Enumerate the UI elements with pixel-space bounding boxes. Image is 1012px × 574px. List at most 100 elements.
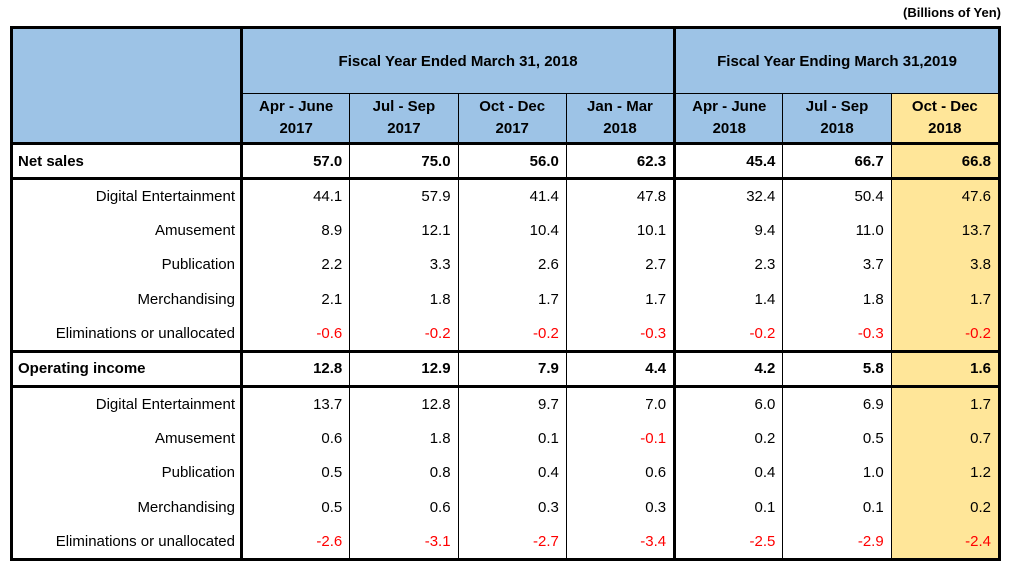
quarter-label: Jul - Sep — [372, 98, 436, 115]
row-label: Amusement — [11, 213, 243, 248]
value-cell: 10.1 — [565, 213, 675, 248]
value-cell: 0.1 — [457, 421, 567, 456]
value-cell: 1.7 — [890, 386, 1000, 422]
value-cell: 13.7 — [240, 386, 350, 422]
value-cell: -0.3 — [782, 316, 892, 352]
row-label: Digital Entertainment — [11, 178, 243, 214]
value-cell: 9.4 — [673, 213, 783, 248]
table-row: Eliminations or unallocated -0.6 -0.2 -0.2-… — [11, 316, 1000, 352]
value-cell: 0.1 — [673, 490, 783, 525]
value-cell: 0.5 — [240, 490, 350, 525]
value-cell: 2.1 — [240, 282, 350, 317]
value-cell: 0.3 — [457, 490, 567, 525]
row-label: Publication — [11, 455, 243, 491]
value-cell: 1.6 — [890, 349, 1000, 388]
corner-cell — [11, 27, 243, 145]
value-cell: 3.7 — [782, 247, 892, 283]
row-label: Eliminations or unallocated — [11, 524, 243, 560]
table-header: Fiscal Year Ended March 31, 2018 Fiscal Y… — [11, 27, 1000, 145]
value-cell: -2.9 — [782, 524, 892, 560]
row-label: Eliminations or unallocated — [11, 316, 243, 352]
table-row: Merchandising 0.5 0.6 0.3 0.3 0.1 0.1 0.2 — [11, 490, 1000, 525]
fiscal-group-row: Fiscal Year Ended March 31, 2018 Fiscal Y… — [11, 27, 1000, 145]
quarter-header: Jan - Mar 2018 — [565, 93, 675, 145]
value-cell: 0.6 — [565, 455, 675, 491]
value-cell: -2.4 — [890, 524, 1000, 560]
value-cell: -0.6 — [240, 316, 350, 352]
quarter-header: Apr - June 2018 — [673, 93, 783, 145]
table-row: Amusement 0.6 1.8 0.1 -0.1 0.2 0.5 0.7 — [11, 421, 1000, 456]
quarter-year: 2017 — [279, 120, 313, 137]
value-cell: 12.1 — [349, 213, 459, 248]
quarter-header: Oct - Dec 2018 — [890, 93, 1000, 145]
value-cell: -3.4 — [565, 524, 675, 560]
value-cell: 3.3 — [349, 247, 459, 283]
value-cell: 0.5 — [240, 455, 350, 491]
value-cell: 9.7 — [457, 386, 567, 422]
value-cell: 12.8 — [349, 386, 459, 422]
value-cell: -0.2 — [673, 316, 783, 352]
value-cell: 62.3 — [565, 142, 675, 180]
quarter-header: Jul - Sep 2018 — [782, 93, 892, 145]
value-cell: 1.7 — [565, 282, 675, 317]
value-cell: -2.6 — [240, 524, 350, 560]
quarter-label: Oct - Dec — [911, 98, 978, 115]
row-label: Merchandising — [11, 282, 243, 317]
value-cell: 4.2 — [673, 349, 783, 388]
value-cell: 0.5 — [782, 421, 892, 456]
value-cell: -3.1 — [349, 524, 459, 560]
value-cell: 57.9 — [349, 178, 459, 214]
table-body: Net sales 57.0 75.0 56.0 62.3 45.4 66.7 66.8 Dig… — [11, 142, 1000, 560]
quarter-year: 2018 — [928, 120, 962, 137]
value-cell: 50.4 — [782, 178, 892, 214]
value-cell: 12.9 — [349, 349, 459, 388]
value-cell: 1.8 — [349, 282, 459, 317]
value-cell: 0.8 — [349, 455, 459, 491]
quarter-label: Jul - Sep — [805, 98, 869, 115]
quarter-label: Oct - Dec — [479, 98, 546, 115]
value-cell: 0.2 — [890, 490, 1000, 525]
quarter-label: Apr - June — [259, 98, 334, 115]
report-page: (Billions of Yen) Fiscal Year Ended Marc… — [10, 5, 1001, 561]
fiscal-group-header: Fiscal Year Ending March 31,2019 — [673, 27, 1000, 94]
value-cell: -0.2 — [349, 316, 459, 352]
value-cell: 45.4 — [673, 142, 783, 180]
value-cell: 2.6 — [457, 247, 567, 283]
value-cell: 44.1 — [240, 178, 350, 214]
row-label: Publication — [11, 247, 243, 283]
table-row: Publication 2.2 3.3 2.6 2.7 2.3 3.7 3.8 — [11, 247, 1000, 283]
row-label: Merchandising — [11, 490, 243, 525]
value-cell: 0.2 — [673, 421, 783, 456]
value-cell: 1.7 — [457, 282, 567, 317]
value-cell: 3.8 — [890, 247, 1000, 283]
value-cell: 75.0 — [349, 142, 459, 180]
value-cell: 0.7 — [890, 421, 1000, 456]
value-cell: 6.9 — [782, 386, 892, 422]
value-cell: 47.6 — [890, 178, 1000, 214]
value-cell: 0.1 — [782, 490, 892, 525]
value-cell: -0.2 — [457, 316, 567, 352]
value-cell: 7.9 — [457, 349, 567, 388]
financial-table: Fiscal Year Ended March 31, 2018 Fiscal Y… — [10, 26, 1001, 561]
quarter-year: 2017 — [387, 120, 421, 137]
table-row: Merchandising 2.1 1.8 1.7 1.7 1.4 1.8 1.7 — [11, 282, 1000, 317]
table-row: Operating income 12.8 12.9 7.9 4.4 4.2 5.8 1.6 — [11, 349, 1000, 388]
value-cell: 66.7 — [782, 142, 892, 180]
value-cell: 2.7 — [565, 247, 675, 283]
quarter-year: 2018 — [712, 120, 746, 137]
fiscal-group-header: Fiscal Year Ended March 31, 2018 — [241, 27, 675, 94]
value-cell: -0.2 — [890, 316, 1000, 352]
value-cell: -2.7 — [457, 524, 567, 560]
quarter-year: 2018 — [820, 120, 854, 137]
row-label: Net sales — [11, 142, 243, 180]
value-cell: 0.3 — [565, 490, 675, 525]
value-cell: 2.3 — [673, 247, 783, 283]
value-cell: 12.8 — [240, 349, 350, 388]
value-cell: 1.7 — [890, 282, 1000, 317]
table-row: Publication 0.5 0.8 0.4 0.6 0.4 1.0 1.2 — [11, 455, 1000, 491]
value-cell: 7.0 — [565, 386, 675, 422]
value-cell: 5.8 — [782, 349, 892, 388]
quarter-header: Apr - June 2017 — [240, 93, 350, 145]
quarter-header: Oct - Dec 2017 — [457, 93, 567, 145]
value-cell: 41.4 — [457, 178, 567, 214]
